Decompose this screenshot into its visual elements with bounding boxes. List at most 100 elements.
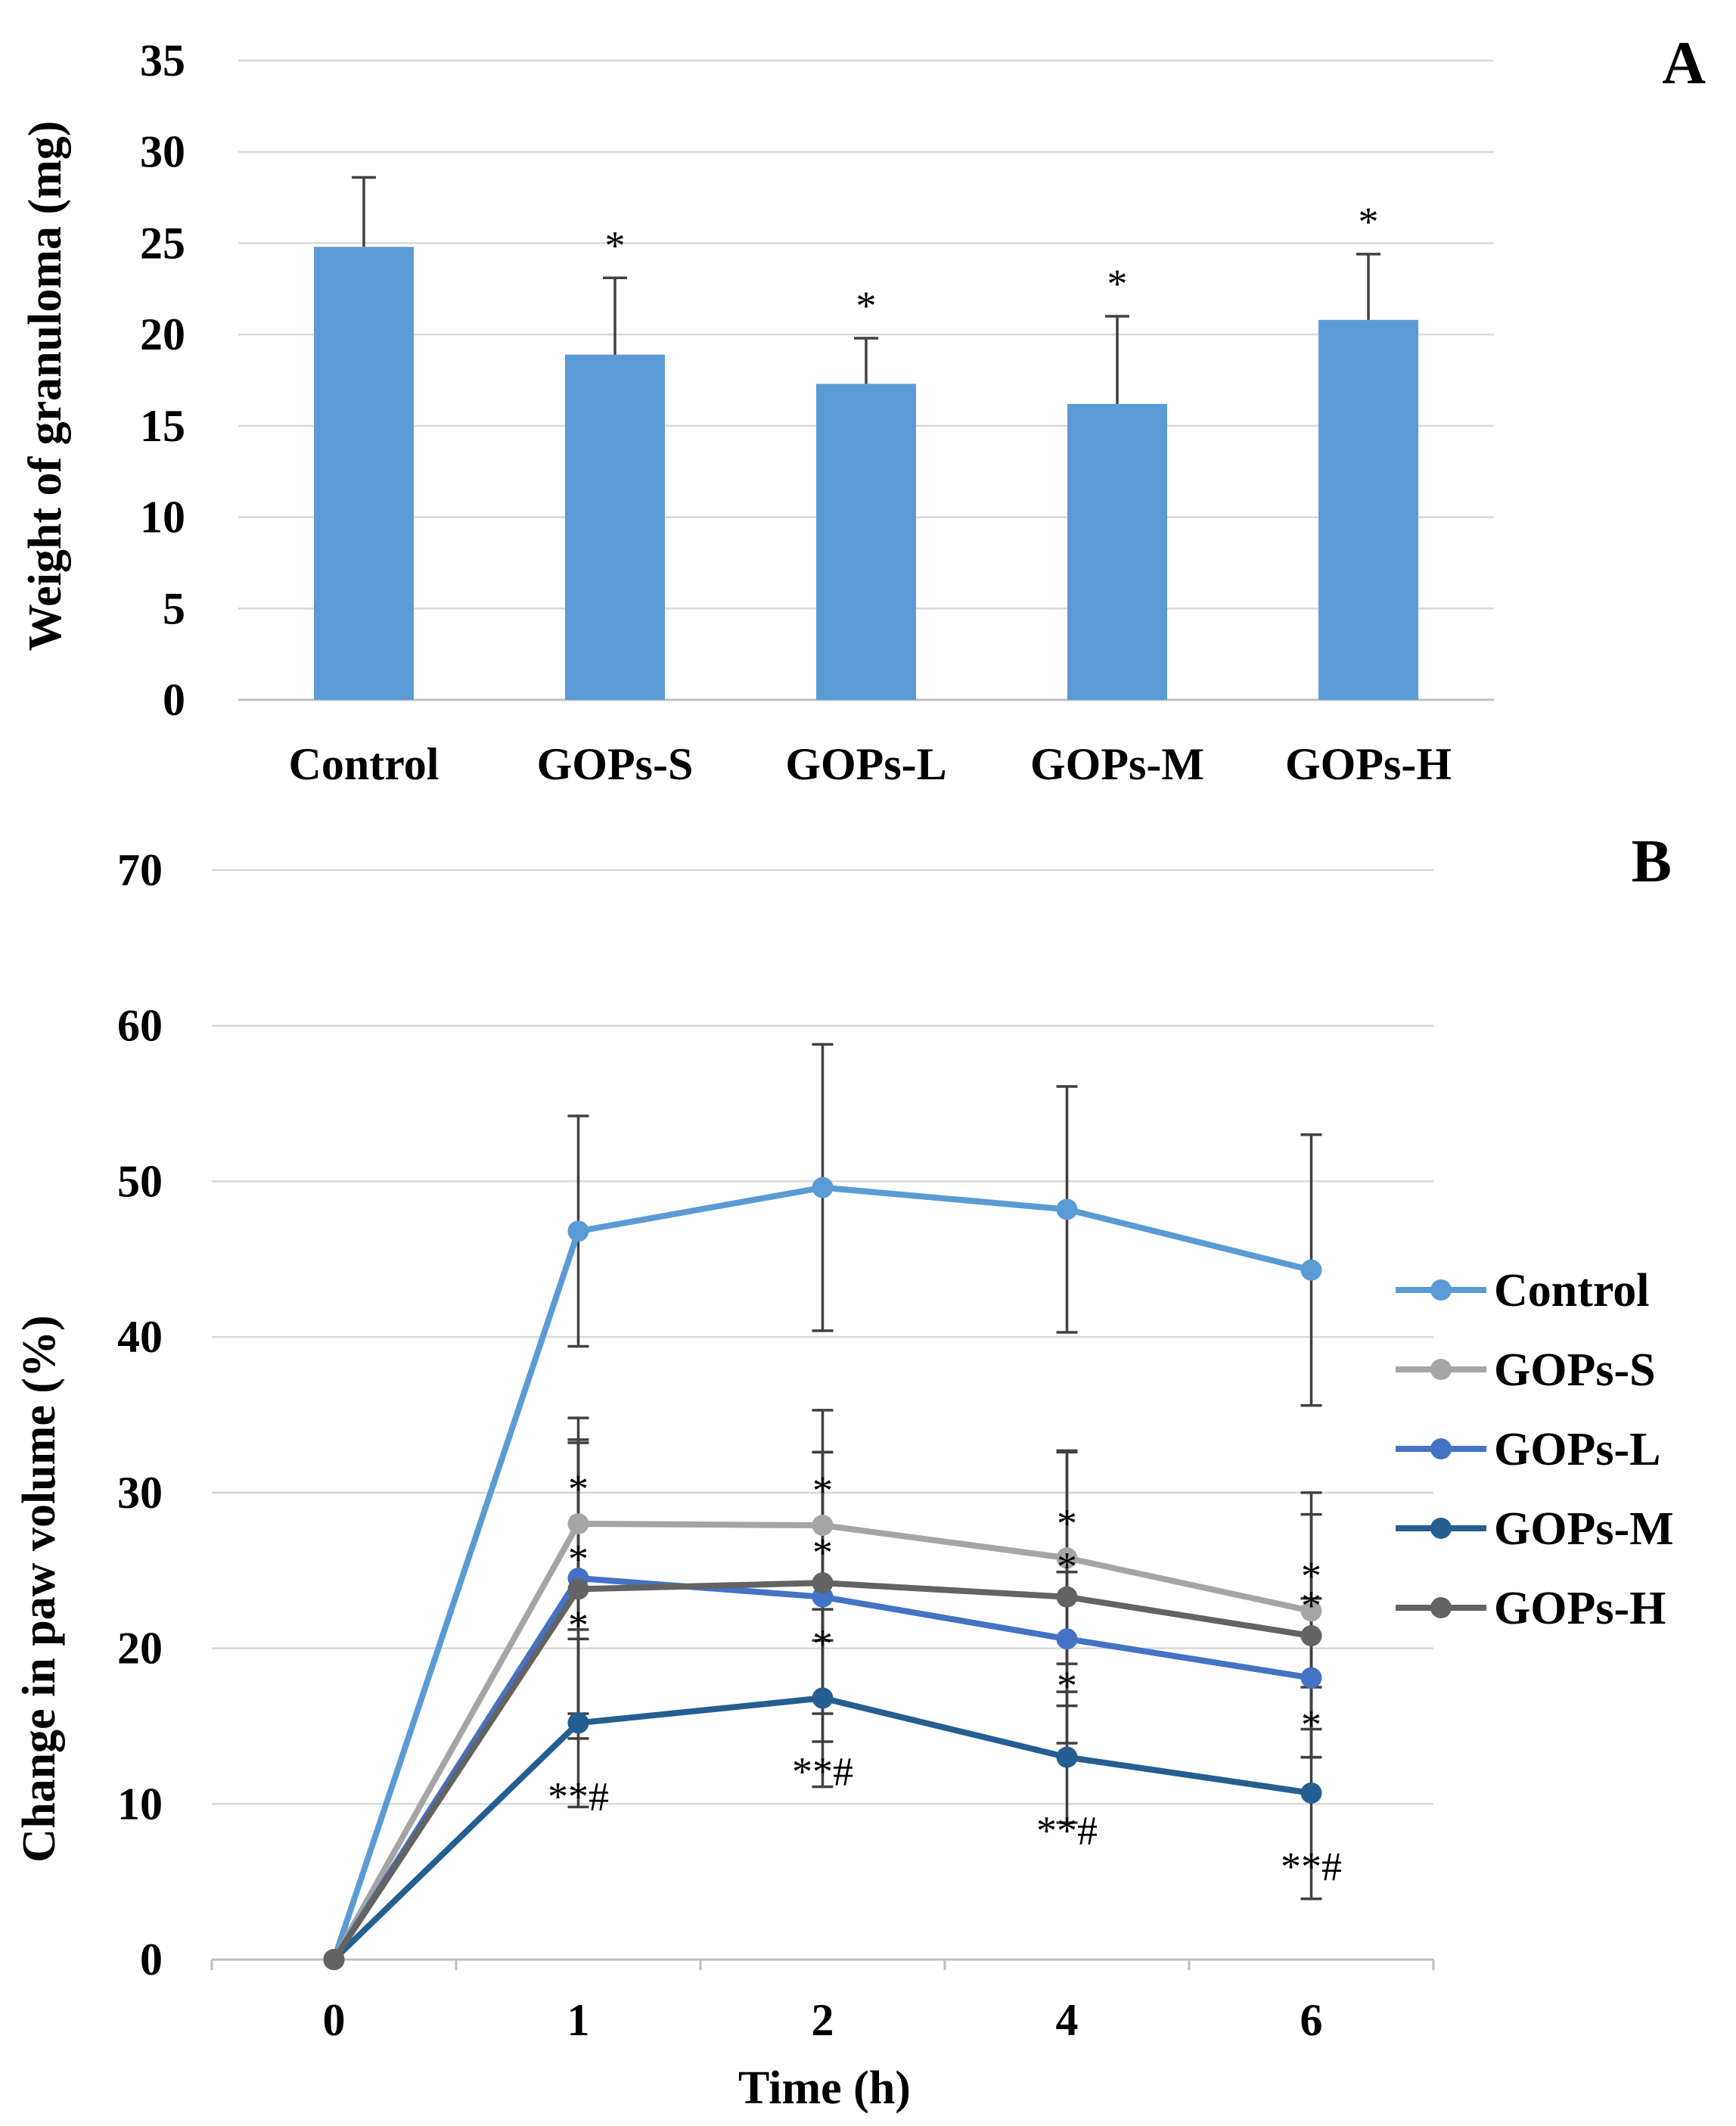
panel-b-point-gops-h: [812, 1572, 834, 1594]
panel-b-x-axis-title: Time (h): [738, 2062, 911, 2114]
panel-b-significance-gops-m: **#: [548, 1773, 609, 1819]
panel-a-significance-mark: *: [605, 222, 626, 268]
panel-b-point-gops-m: [1056, 1746, 1078, 1768]
panel-b-error-bars: [567, 1043, 1322, 1901]
panel-b-y-tick-label: 30: [117, 1468, 163, 1518]
panel-b-y-tick-label: 0: [140, 1935, 163, 1985]
legend-marker-control: [1430, 1279, 1452, 1301]
panel-b-x-axis: [210, 1960, 1435, 1970]
panel-a-y-tick-label: 0: [163, 675, 185, 725]
panel-a-category-label: GOPs-M: [1030, 739, 1204, 789]
panel-b-point-control: [812, 1176, 834, 1198]
panel-a-y-tick-labels: 0 5 10 15 20 25 30 35: [140, 36, 185, 725]
panel-a-bar-control: [314, 247, 414, 700]
panel-a-y-tick-label: 20: [140, 309, 185, 359]
panel-b-significance-gops-l: *: [812, 1621, 833, 1667]
panel-a-bar-gops-h: [1318, 319, 1418, 700]
panel-b-point-gops-h: [567, 1578, 589, 1600]
panel-b-x-tick-label: 6: [1300, 1995, 1323, 2045]
panel-b-point-gops-l: [1300, 1667, 1322, 1689]
panel-b-significance-gops-m: **#: [1281, 1844, 1342, 1889]
panel-b-x-tick-label: 1: [567, 1995, 590, 2045]
panel-b-significance-gops-h: *: [1057, 1544, 1077, 1590]
panel-a-y-tick-label: 10: [140, 493, 185, 542]
panel-b-significance-gops-s: *: [568, 1466, 589, 1512]
panel-b-significance-gops-l: *: [1301, 1702, 1321, 1748]
panel-b-significance-gops-l: *: [1057, 1663, 1077, 1708]
legend-marker-gops-m: [1430, 1518, 1452, 1539]
panel-b-significance-gops-l: *: [568, 1602, 589, 1648]
panel-a-label: A: [1662, 30, 1706, 97]
panel-b-legend: Control GOPs-S GOPs-L GOPs-M GOPs-H: [1396, 1265, 1674, 1634]
panel-a-category-label: GOPs-L: [785, 739, 946, 789]
panel-b-point-gops-m: [1300, 1782, 1322, 1804]
panel-a-bar-gops-m: [1067, 403, 1167, 700]
panel-b-y-tick-label: 20: [117, 1624, 163, 1674]
panel-b-point-gops-h: [323, 1949, 345, 1970]
panel-a-significance-mark: *: [856, 283, 877, 328]
panel-b-y-tick-label: 50: [117, 1156, 163, 1206]
legend-label-gops-l: GOPs-L: [1494, 1424, 1660, 1475]
panel-a-y-tick-label: 25: [140, 218, 185, 268]
panel-b-point-gops-s: [1056, 1547, 1078, 1569]
panel-b-significance-gops-h: *: [812, 1530, 833, 1575]
panel-b-significance-gops-h: *: [568, 1536, 589, 1581]
panel-a-significance-mark: *: [1359, 199, 1379, 244]
panel-a-bar-gops-s: [565, 354, 665, 700]
panel-b-y-tick-labels: 0 10 20 30 40 50 60 70: [117, 845, 163, 1985]
panel-a-error-bars: [352, 176, 1380, 404]
panel-a-y-tick-label: 30: [140, 127, 185, 177]
panel-b-point-gops-m: [567, 1712, 589, 1734]
panel-a-category-label: Control: [289, 739, 439, 789]
panel-a-category-label: GOPs-H: [1285, 739, 1452, 789]
panel-b-significance-gops-s: *: [1301, 1553, 1321, 1599]
panel-a-bar-chart: 0 5 10 15 20 25 30 35 * * * * Control GOPs-S GOPs-L G…: [20, 30, 1706, 789]
panel-b-x-tick-label: 2: [812, 1995, 834, 2045]
panel-b-point-control: [567, 1220, 589, 1242]
legend-marker-gops-h: [1430, 1597, 1452, 1618]
panel-b-y-tick-label: 40: [117, 1312, 163, 1362]
panel-b-significance-gops-s: *: [1057, 1500, 1077, 1546]
panel-b-series-points: [323, 1176, 1322, 1970]
panel-b-point-control: [1056, 1198, 1078, 1220]
panel-a-bar-gops-l: [816, 384, 916, 700]
panel-b-point-gops-m: [812, 1687, 834, 1709]
panel-a-y-tick-label: 35: [140, 36, 185, 85]
legend-label-control: Control: [1494, 1265, 1650, 1316]
panel-a-y-tick-label: 5: [163, 583, 185, 633]
panel-b-x-tick-label: 4: [1056, 1995, 1079, 2045]
panel-b-y-tick-label: 10: [117, 1779, 163, 1829]
legend-marker-gops-l: [1430, 1438, 1452, 1459]
panel-b-significance-gops-m: **#: [792, 1748, 853, 1794]
legend-label-gops-h: GOPs-H: [1494, 1583, 1666, 1634]
panel-b-point-gops-h: [1300, 1625, 1322, 1647]
panel-b-significance-marks: *****#*****#*****#*****#: [548, 1466, 1342, 1889]
legend-label-gops-m: GOPs-M: [1494, 1503, 1674, 1555]
panel-b-significance-gops-h: *: [1301, 1583, 1321, 1628]
panel-b-y-tick-label: 70: [117, 845, 163, 895]
legend-marker-gops-s: [1430, 1359, 1452, 1380]
panel-a-gridlines: [238, 59, 1494, 701]
panel-b-y-axis-title: Change in paw volume (%): [14, 1315, 65, 1862]
panel-a-category-labels: Control GOPs-S GOPs-L GOPs-M GOPs-H: [289, 739, 1452, 789]
panel-b-x-tick-label: 0: [323, 1995, 346, 2045]
panel-b-significance-gops-s: *: [812, 1468, 833, 1513]
panel-b-point-control: [1300, 1259, 1322, 1281]
panel-a-category-label: GOPs-S: [537, 739, 694, 789]
panel-a-significance-mark: *: [1107, 261, 1128, 306]
panel-b-significance-gops-m: **#: [1036, 1808, 1098, 1854]
legend-label-gops-s: GOPs-S: [1494, 1344, 1656, 1396]
panel-b-label: B: [1632, 828, 1672, 895]
panel-a-significance-marks: * * * *: [605, 199, 1379, 328]
panel-b-point-gops-l: [1056, 1628, 1078, 1650]
panel-b-point-gops-s: [1300, 1600, 1322, 1622]
panel-a-y-axis-title: Weight of granuloma (mg): [20, 121, 71, 651]
panel-a-y-tick-label: 15: [140, 401, 185, 451]
panel-b-x-tick-labels: 0 1 2 4 6: [323, 1995, 1323, 2045]
panel-b-point-gops-h: [1056, 1586, 1078, 1608]
panel-b-point-gops-s: [812, 1515, 834, 1537]
panel-b-y-tick-label: 60: [117, 1001, 163, 1051]
panel-b-point-gops-s: [567, 1513, 589, 1534]
